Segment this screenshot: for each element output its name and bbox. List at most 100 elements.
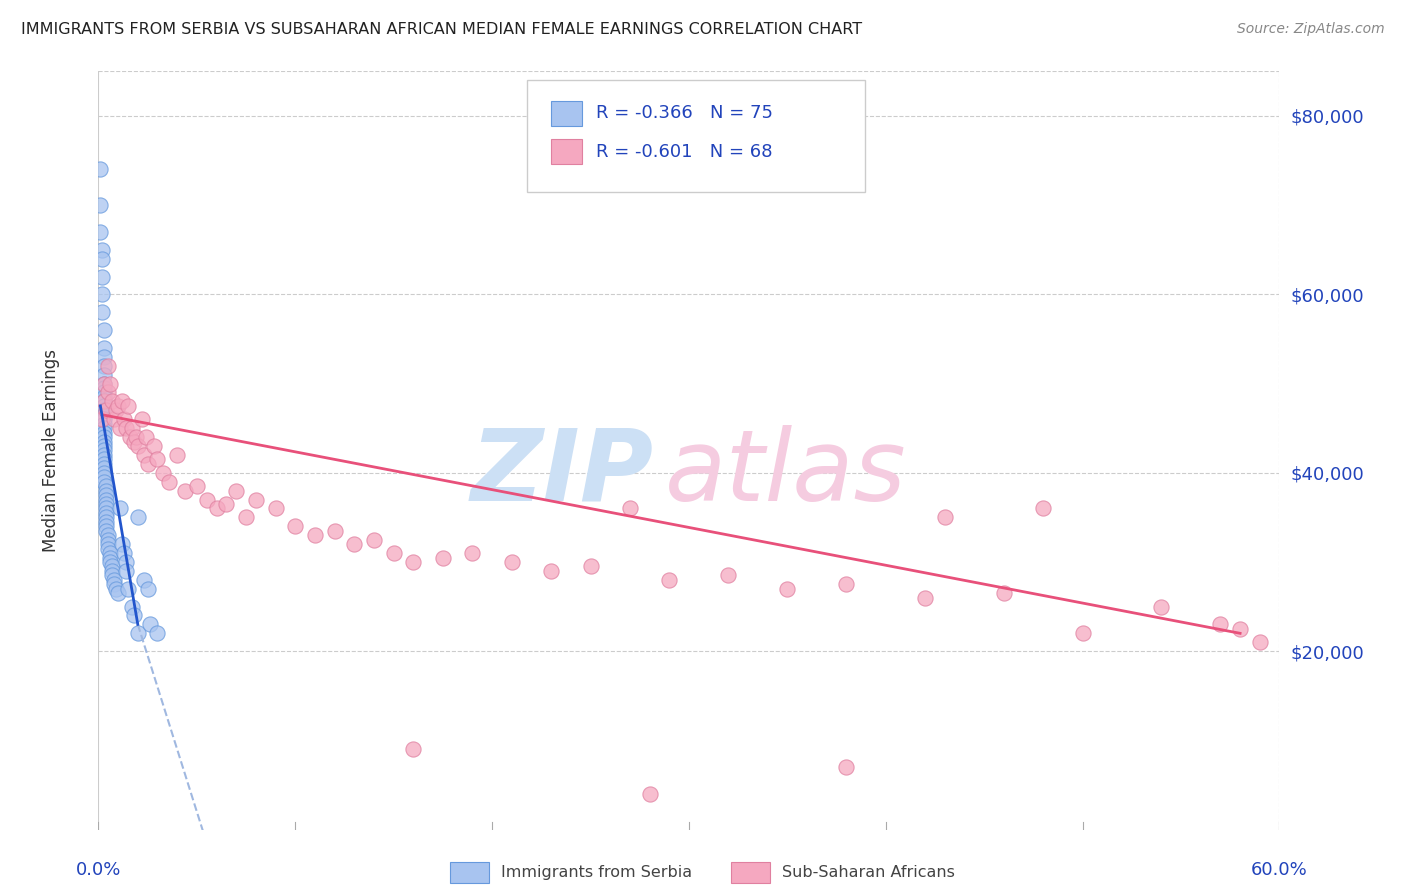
Point <box>96 403 118 417</box>
Point <box>105 403 128 417</box>
Point <box>111 537 134 551</box>
Point <box>619 501 641 516</box>
Point <box>93 470 115 484</box>
Point <box>540 564 562 578</box>
Point <box>96 515 118 529</box>
Point <box>117 399 139 413</box>
Point <box>1071 626 1094 640</box>
Point <box>122 608 145 623</box>
Point <box>115 555 138 569</box>
Point <box>93 425 115 440</box>
Point <box>93 475 115 489</box>
Point <box>195 492 218 507</box>
Point <box>136 457 159 471</box>
Point <box>402 742 425 756</box>
Point <box>108 501 131 516</box>
Point <box>382 546 405 560</box>
Point <box>93 376 115 391</box>
Point <box>835 577 858 591</box>
Point <box>152 466 174 480</box>
Point <box>93 452 115 467</box>
Point <box>132 573 155 587</box>
Point <box>142 439 165 453</box>
Point <box>97 537 120 551</box>
Point <box>93 443 115 458</box>
Point <box>91 252 114 266</box>
Point <box>97 533 120 547</box>
Text: Source: ZipAtlas.com: Source: ZipAtlas.com <box>1237 22 1385 37</box>
Point <box>111 394 134 409</box>
Point <box>103 412 125 426</box>
Point <box>93 408 115 422</box>
Point <box>157 475 180 489</box>
Point <box>98 546 121 560</box>
Point <box>93 399 115 413</box>
Point <box>1249 635 1271 649</box>
Point <box>93 417 115 431</box>
Point <box>131 412 153 426</box>
Point <box>93 439 115 453</box>
Point <box>215 497 238 511</box>
Point <box>121 599 143 614</box>
Point <box>93 368 115 382</box>
Point <box>93 376 115 391</box>
Point <box>186 479 208 493</box>
Point <box>96 524 118 538</box>
Point <box>205 501 228 516</box>
Point <box>501 555 523 569</box>
Point <box>91 243 114 257</box>
Point <box>363 533 385 547</box>
Point <box>461 546 484 560</box>
Point <box>235 510 257 524</box>
Text: IMMIGRANTS FROM SERBIA VS SUBSAHARAN AFRICAN MEDIAN FEMALE EARNINGS CORRELATION : IMMIGRANTS FROM SERBIA VS SUBSAHARAN AFR… <box>21 22 862 37</box>
Point <box>96 501 118 516</box>
Point <box>89 198 111 212</box>
Point <box>934 510 956 524</box>
Point <box>93 434 115 449</box>
Point <box>103 573 125 587</box>
Point <box>98 555 121 569</box>
Point <box>146 626 169 640</box>
Point <box>107 586 129 600</box>
Point <box>93 466 115 480</box>
Point <box>579 559 602 574</box>
Point <box>122 434 145 449</box>
Point <box>127 626 149 640</box>
Point <box>93 457 115 471</box>
Point <box>115 564 138 578</box>
Point <box>93 341 115 355</box>
Point <box>97 528 120 542</box>
Text: Immigrants from Serbia: Immigrants from Serbia <box>501 865 692 880</box>
Point <box>146 452 169 467</box>
Point <box>323 524 346 538</box>
Point <box>93 390 115 404</box>
Point <box>117 582 139 596</box>
Point <box>96 506 118 520</box>
Point <box>93 359 115 373</box>
Point <box>93 350 115 364</box>
Text: R = -0.366   N = 75: R = -0.366 N = 75 <box>596 104 773 122</box>
Point <box>97 385 120 400</box>
Point <box>93 385 115 400</box>
Point <box>658 573 681 587</box>
Text: Sub-Saharan Africans: Sub-Saharan Africans <box>782 865 955 880</box>
Point <box>135 430 157 444</box>
Point <box>96 479 118 493</box>
Point <box>91 412 114 426</box>
Point <box>245 492 267 507</box>
Point <box>107 399 129 413</box>
Point <box>93 421 115 435</box>
Point <box>138 617 160 632</box>
Point <box>98 550 121 565</box>
Point <box>115 421 138 435</box>
Point <box>91 305 114 319</box>
Point <box>91 269 114 284</box>
Point <box>105 582 128 596</box>
Point <box>402 555 425 569</box>
Point <box>835 760 858 774</box>
Point <box>1209 617 1232 632</box>
Point <box>776 582 799 596</box>
Point <box>264 501 287 516</box>
Point <box>96 483 118 498</box>
Point <box>93 394 115 409</box>
